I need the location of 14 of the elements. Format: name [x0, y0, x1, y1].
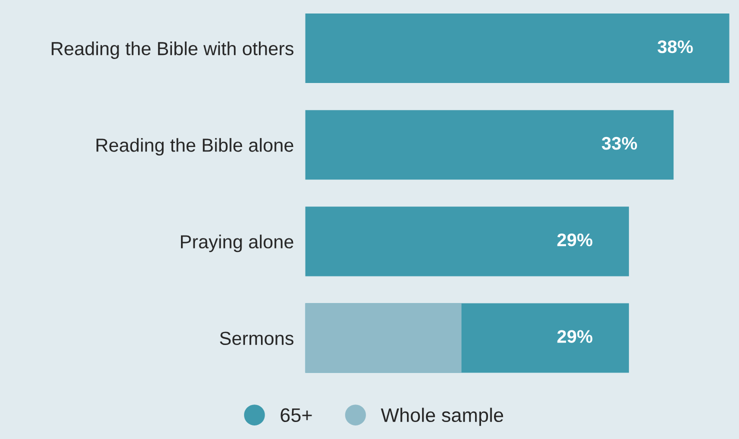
- y-tick-label: Sermons: [220, 332, 294, 346]
- bar: [305, 206, 629, 276]
- data-label: 29%: [557, 234, 592, 246]
- y-tick-label: Reading the Bible alone: [96, 138, 294, 156]
- y-tick-label: Reading the Bible with others: [52, 41, 294, 59]
- bar: [305, 303, 462, 373]
- legend-label: 65+: [280, 408, 312, 422]
- legend-label: Whole sample: [380, 408, 504, 426]
- bar: [305, 110, 674, 180]
- data-label: 33%: [602, 136, 638, 150]
- y-tick-label: Praying alone: [180, 234, 294, 252]
- data-label: 29%: [557, 330, 592, 343]
- bar: [305, 14, 730, 84]
- data-label: 38%: [658, 40, 693, 54]
